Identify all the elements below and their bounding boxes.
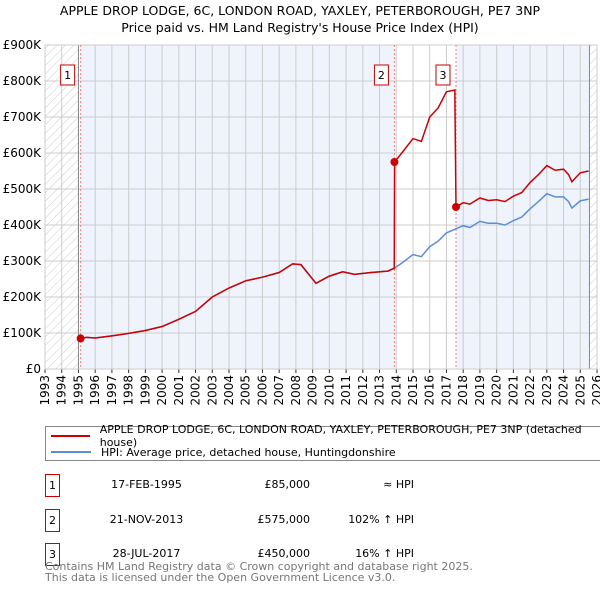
sale-date: 28-JUL-2017: [112, 547, 181, 560]
sale-point: [451, 203, 460, 211]
x-tick-label: 2005: [239, 375, 253, 406]
x-tick-label: 2011: [339, 375, 353, 406]
sale-label: 2: [378, 69, 385, 82]
ownership-period-1: [80, 45, 395, 369]
chart-subtitle: Price paid vs. HM Land Registry's House …: [121, 20, 479, 35]
x-tick-label: 1997: [105, 375, 119, 406]
legend-item-hpi: HPI: Average price, detached house, Hunt…: [51, 444, 396, 460]
sale-date: 21-NOV-2013: [109, 512, 184, 526]
x-tick-label: 2023: [540, 375, 554, 406]
legend-swatch: [51, 451, 91, 453]
sale-label: 1: [64, 69, 71, 82]
x-tick-label: 2008: [289, 375, 303, 406]
property-price-line: [80, 89, 589, 340]
y-tick-label: £200K: [3, 290, 43, 304]
legend-label: HPI: Average price, detached house, Hunt…: [101, 445, 396, 459]
x-tick-label: 2019: [473, 375, 487, 406]
sale-label: 3: [439, 69, 446, 82]
y-tick-label: £800K: [3, 74, 43, 88]
sale-hpi-comparison: ≈ HPI: [383, 478, 414, 491]
sale-row: 3 28-JUL-2017 £450,000 16% ↑ HPI: [45, 543, 600, 566]
legend-item-property: APPLE DROP LODGE, 6C, LONDON ROAD, YAXLE…: [51, 423, 600, 449]
sale-label-box: [435, 64, 451, 86]
x-tick-label: 2018: [456, 375, 470, 406]
price-chart: £0 £100K £200K £300K £400K £500K £600K £700K £80…: [3, 38, 600, 406]
sale-number: 1: [45, 474, 60, 497]
y-tick-label: £300K: [3, 254, 43, 268]
sale-point: [76, 334, 85, 343]
sale-price: £85,000: [264, 478, 311, 491]
y-tick-label: £900K: [3, 38, 43, 52]
x-tick-label: 2012: [356, 375, 370, 406]
hatched-region-after-data: [589, 45, 597, 369]
y-tick-label: £700K: [3, 110, 43, 124]
y-tick-label: £400K: [3, 218, 43, 232]
sale-row: 1 17-FEB-1995 £85,000 ≈ HPI: [45, 474, 600, 497]
footer-licence: This data is licensed under the Open Gov…: [45, 571, 396, 584]
ownership-period-3: [455, 45, 590, 369]
sale-hpi-comparison: 102% ↑ HPI: [348, 512, 414, 526]
x-tick-label: 2025: [573, 375, 587, 406]
x-tick-label: 2021: [506, 375, 520, 406]
sale-number: 3: [45, 543, 60, 566]
x-tick-label: 1993: [38, 375, 52, 406]
x-tick-label: 2000: [155, 375, 169, 406]
x-tick-label: 1995: [71, 375, 85, 406]
y-tick-label: £600K: [3, 146, 43, 160]
sale-price: £575,000: [257, 512, 311, 526]
legend-label: APPLE DROP LODGE, 6C, LONDON ROAD, YAXLE…: [99, 423, 582, 449]
x-tick-label: 1996: [88, 375, 102, 406]
y-tick-label: £500K: [3, 182, 43, 196]
x-tick-label: 2003: [205, 375, 219, 406]
x-tick-label: 2010: [322, 375, 336, 406]
x-tick-label: 1998: [122, 375, 136, 406]
legend-swatch: [51, 435, 90, 437]
sale-label-box: [60, 64, 76, 86]
x-tick-label: 2002: [189, 375, 203, 406]
x-tick-label: 2014: [389, 375, 403, 406]
x-tick-label: 2022: [523, 375, 537, 406]
x-tick-label: 1994: [55, 375, 69, 406]
x-tick-label: 2009: [306, 375, 320, 406]
x-tick-label: 2016: [423, 375, 437, 406]
sale-hpi-comparison: 16% ↑ HPI: [355, 547, 414, 560]
x-tick-label: 2026: [590, 375, 600, 406]
y-tick-label: £100K: [3, 326, 43, 340]
x-tick-label: 2024: [557, 375, 571, 406]
x-tick-label: 2015: [406, 375, 420, 406]
x-tick-label: 2020: [490, 375, 504, 406]
sale-number: 2: [45, 508, 60, 532]
x-tick-label: 2001: [172, 375, 186, 406]
x-tick-label: 2006: [255, 375, 269, 406]
legend: APPLE DROP LODGE, 6C, LONDON ROAD, YAXLE…: [45, 423, 600, 461]
chart-title: APPLE DROP LODGE, 6C, LONDON ROAD, YAXLE…: [59, 3, 541, 18]
sale-price: £450,000: [257, 547, 311, 560]
x-tick-label: 1999: [138, 375, 152, 406]
y-tick-label: £0: [26, 362, 41, 376]
sale-label-box: [373, 64, 389, 86]
x-tick-label: 2013: [373, 375, 387, 406]
sale-date: 17-FEB-1995: [111, 478, 182, 491]
x-tick-label: 2007: [272, 375, 286, 406]
sale-row: 2 21-NOV-2013 £575,000 102% ↑ HPI: [45, 508, 600, 532]
x-tick-label: 2017: [439, 375, 453, 406]
sale-point: [390, 158, 399, 166]
plot-frame: [44, 44, 598, 370]
footer-copyright: Contains HM Land Registry data © Crown c…: [45, 560, 473, 573]
x-tick-label: 2004: [222, 375, 236, 406]
